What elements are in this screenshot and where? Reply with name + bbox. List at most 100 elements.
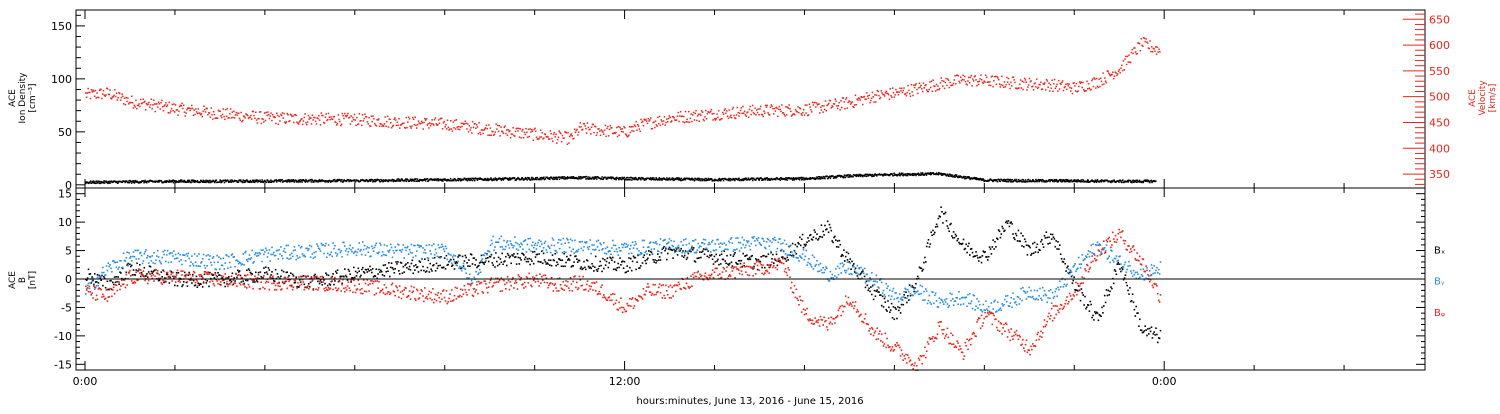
b-bx-point	[345, 276, 348, 278]
b-bx-point	[342, 275, 344, 278]
b-bx-point	[668, 246, 671, 249]
velocity-point	[407, 116, 410, 118]
density-point	[106, 181, 109, 183]
b-bx-point	[97, 282, 100, 284]
density-point	[279, 179, 281, 181]
velocity-point	[376, 119, 378, 121]
b-bx-point	[1151, 337, 1154, 339]
velocity-point	[181, 102, 183, 105]
density-point	[225, 180, 227, 183]
b-bx-point	[806, 241, 808, 243]
velocity-point	[299, 120, 301, 122]
b-bx-point	[669, 248, 672, 251]
density-point	[675, 178, 677, 181]
b-bx-point	[641, 262, 644, 264]
velocity-point	[1004, 86, 1006, 88]
b-bx-point	[639, 265, 642, 267]
velocity-point	[137, 104, 140, 107]
b-bx-point	[422, 265, 424, 268]
velocity-point	[925, 84, 927, 86]
b-bx-point	[1155, 327, 1157, 329]
density-point	[273, 180, 275, 183]
b-bx-point	[213, 277, 216, 279]
b-bx-point	[654, 259, 656, 261]
b-bx-point	[1055, 240, 1057, 242]
velocity-point	[136, 104, 139, 107]
b-bx-point	[666, 252, 669, 255]
velocity-point	[848, 100, 850, 102]
b-bx-point	[1012, 233, 1014, 235]
velocity-point	[281, 112, 284, 114]
density-point	[729, 180, 731, 182]
b-bx-point	[410, 262, 413, 265]
b-bx-point	[372, 276, 375, 278]
density-point	[560, 176, 563, 178]
density-point	[186, 180, 188, 183]
b-bx-point	[341, 282, 343, 285]
density-point	[1145, 179, 1147, 181]
velocity-point	[1006, 81, 1009, 83]
b-bx-point	[404, 264, 406, 267]
b-bx-point	[953, 236, 956, 239]
b-bx-point	[696, 257, 699, 260]
b-bx-point	[970, 247, 973, 250]
density-point	[329, 180, 331, 182]
density-point	[966, 176, 968, 178]
b-bx-point	[237, 271, 240, 273]
velocity-point	[1007, 77, 1010, 80]
b-bx-point	[297, 286, 299, 288]
density-point	[857, 174, 859, 177]
velocity-point	[467, 131, 470, 133]
density-point	[173, 179, 175, 182]
b-bx-point	[585, 259, 588, 261]
density-point	[89, 180, 92, 182]
b-bx-point	[800, 244, 802, 247]
velocity-point	[144, 109, 147, 111]
velocity-point	[1019, 83, 1021, 85]
density-point	[595, 176, 597, 178]
density-point	[793, 179, 795, 181]
b-bx-point	[476, 266, 478, 269]
density-point	[214, 181, 216, 184]
density-point	[1068, 180, 1071, 182]
density-point	[130, 180, 132, 182]
b-by-point	[181, 263, 183, 266]
velocity-point	[201, 115, 203, 118]
b-bx-point	[935, 223, 938, 226]
b-bx-point	[692, 247, 695, 249]
b-by-point	[336, 253, 339, 255]
b-bx-point	[914, 287, 916, 289]
velocity-point	[733, 114, 735, 117]
density-point	[553, 178, 556, 181]
b-bx-point	[91, 276, 93, 278]
b-bx-point	[590, 267, 592, 270]
b-bx-point	[171, 271, 173, 274]
velocity-point	[175, 109, 178, 111]
b-by-point	[513, 245, 515, 247]
velocity-point	[1024, 79, 1027, 81]
velocity-point	[284, 121, 286, 123]
density-point	[616, 176, 618, 179]
b-bx-point	[416, 266, 419, 268]
density-point	[169, 181, 171, 183]
velocity-point	[254, 117, 256, 119]
velocity-point	[982, 82, 985, 84]
b-bx-point	[457, 256, 459, 258]
b-bx-point	[1076, 289, 1078, 292]
velocity-point	[454, 119, 456, 122]
velocity-point	[327, 112, 330, 115]
b-by-point	[121, 266, 123, 269]
velocity-point	[950, 84, 952, 87]
b-by-point	[281, 255, 283, 257]
b-bx-point	[1046, 236, 1048, 239]
velocity-point	[1057, 79, 1060, 82]
velocity-point	[390, 127, 393, 129]
b-bx-point	[1138, 325, 1140, 327]
velocity-point	[297, 122, 299, 124]
b-by-point	[229, 266, 232, 268]
density-point	[878, 173, 881, 175]
velocity-point	[314, 120, 317, 123]
velocity-point	[491, 130, 493, 133]
velocity-point	[806, 104, 808, 106]
b-bx-point	[233, 277, 235, 279]
